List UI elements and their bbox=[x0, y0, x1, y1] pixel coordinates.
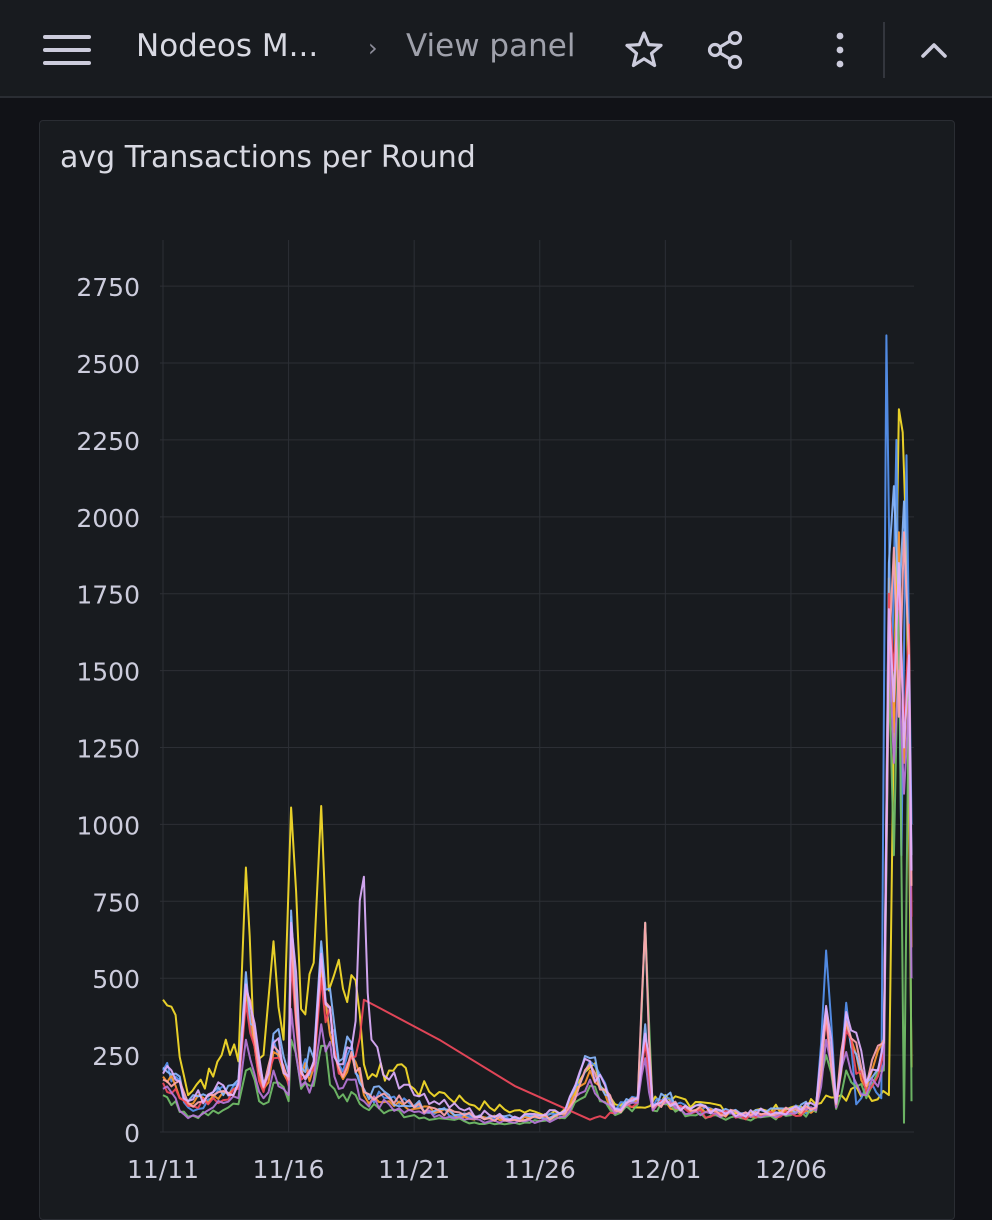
menu-icon[interactable] bbox=[38, 26, 96, 74]
y-tick-label: 500 bbox=[92, 965, 140, 994]
star-icon[interactable] bbox=[620, 26, 668, 74]
series-line bbox=[162, 583, 913, 1121]
x-tick-label: 11/16 bbox=[253, 1155, 325, 1184]
series-line bbox=[162, 408, 913, 1117]
y-tick-label: 1250 bbox=[76, 735, 140, 764]
breadcrumb-view-panel: View panel bbox=[406, 28, 576, 64]
y-tick-label: 1750 bbox=[76, 581, 140, 610]
more-vertical-icon[interactable] bbox=[816, 26, 864, 74]
series-line bbox=[162, 334, 913, 1123]
toolbar-divider bbox=[883, 22, 885, 78]
top-navbar: Nodeos M... › View panel bbox=[0, 0, 992, 98]
x-tick-label: 12/01 bbox=[629, 1155, 701, 1184]
y-tick-label: 1500 bbox=[76, 658, 140, 687]
series-line bbox=[162, 562, 913, 1121]
y-tick-label: 2250 bbox=[76, 427, 140, 456]
chart-panel bbox=[39, 120, 955, 1220]
series-line bbox=[162, 531, 913, 1123]
breadcrumb-separator: › bbox=[368, 34, 378, 62]
x-tick-label: 12/06 bbox=[755, 1155, 827, 1184]
share-icon[interactable] bbox=[702, 26, 750, 74]
series-line bbox=[162, 638, 913, 1124]
y-tick-label: 2500 bbox=[76, 350, 140, 379]
x-tick-label: 11/21 bbox=[378, 1155, 450, 1184]
y-tick-label: 1000 bbox=[76, 811, 140, 840]
x-tick-label: 11/26 bbox=[504, 1155, 576, 1184]
x-tick-label: 11/11 bbox=[127, 1155, 199, 1184]
breadcrumb-dashboard-title[interactable]: Nodeos M... bbox=[136, 28, 319, 64]
y-tick-label: 2000 bbox=[76, 504, 140, 533]
series-line bbox=[162, 485, 913, 1121]
y-tick-label: 250 bbox=[92, 1042, 140, 1071]
chevron-up-icon[interactable] bbox=[910, 26, 958, 74]
y-tick-label: 0 bbox=[124, 1119, 140, 1148]
y-tick-label: 2750 bbox=[76, 273, 140, 302]
panel-title: avg Transactions per Round bbox=[60, 140, 476, 175]
y-tick-label: 750 bbox=[92, 888, 140, 917]
